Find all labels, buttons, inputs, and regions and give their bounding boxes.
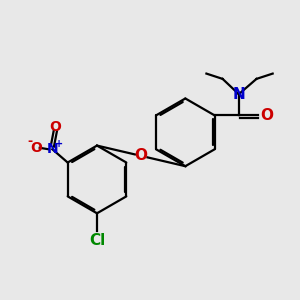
Text: O: O [135, 148, 148, 164]
Text: N: N [232, 87, 245, 102]
Text: Cl: Cl [89, 233, 105, 248]
Text: +: + [55, 139, 63, 149]
Text: -: - [27, 135, 32, 148]
Text: O: O [50, 120, 61, 134]
Text: O: O [30, 141, 42, 155]
Text: O: O [260, 108, 273, 123]
Text: N: N [46, 142, 58, 156]
